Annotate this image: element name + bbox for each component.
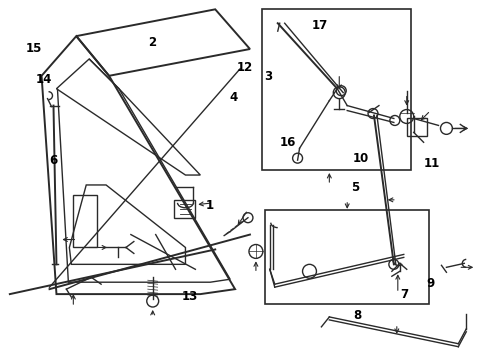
Text: 8: 8 [352, 309, 361, 322]
Bar [262, 9, 410, 170]
Bar [173, 200, 195, 218]
Text: 12: 12 [236, 61, 252, 74]
Text: 6: 6 [49, 154, 58, 167]
Text: 7: 7 [399, 288, 407, 301]
Bar [264, 210, 427, 304]
Text: 16: 16 [280, 136, 296, 149]
Text: 13: 13 [182, 289, 198, 303]
Text: 11: 11 [423, 157, 439, 170]
Text: 3: 3 [264, 70, 271, 83]
Text: 5: 5 [350, 181, 359, 194]
Text: 2: 2 [148, 36, 156, 49]
Text: 1: 1 [205, 198, 213, 212]
Text: 14: 14 [36, 73, 52, 86]
Bar [406, 118, 426, 136]
Text: 17: 17 [311, 19, 327, 32]
Text: 9: 9 [426, 277, 434, 290]
Text: 4: 4 [228, 91, 237, 104]
Text: 10: 10 [352, 152, 368, 165]
Text: 15: 15 [25, 42, 41, 55]
